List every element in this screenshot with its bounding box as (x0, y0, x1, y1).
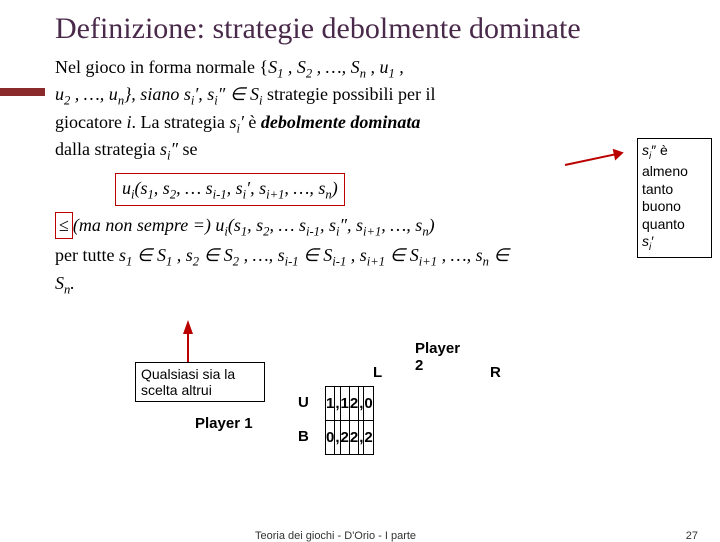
table-row: 0 , 2 2 , 2 (326, 421, 374, 455)
def-l4a: dalla strategia (55, 139, 160, 159)
formula-2-rest: (ma non sempre =) ui(s1, s2, … si-1, si″… (73, 215, 435, 235)
formula-1: ui(s1, s2, … si-1, si′, si+1, …, sn) (115, 173, 345, 207)
row-B: B (298, 428, 309, 445)
qualsiasi-annotation: Qualsiasi sia la scelta altrui (135, 362, 265, 402)
def-l3a: giocatore (55, 112, 126, 132)
def-l4c: se (178, 139, 198, 159)
le-symbol-box: ≤ (55, 212, 73, 238)
player2-label: Player 2 (415, 340, 460, 374)
sb-l2: almeno (642, 163, 688, 179)
sb-si2: si (642, 233, 651, 249)
cell-UR-b: 0 (364, 387, 373, 421)
cell-UL-a: 1 (326, 387, 335, 421)
qb-l2: scelta altrui (141, 382, 212, 398)
table-row: 1 , 1 2 , 0 (326, 387, 374, 421)
cell-UR-a: 2 (349, 387, 358, 421)
side-annotation: si″ è almeno tanto buono quanto si′ (637, 138, 712, 258)
slide-title: Definizione: strategie debolmente domina… (55, 12, 680, 47)
cell-BR-b: 2 (364, 421, 373, 455)
def-l3e: è (244, 112, 261, 132)
accent-bar (0, 88, 45, 96)
qb-l1: Qualsiasi sia la (141, 366, 235, 382)
def-l2b: si′, si″ ∈ Si (184, 84, 263, 104)
arrow-up-icon (183, 320, 193, 334)
payoff-table: 1 , 1 2 , 0 0 , 2 2 , 2 (325, 386, 374, 455)
formula-2: ≤(ma non sempre =) ui(s1, s2, … si-1, si… (55, 212, 680, 241)
def-l4b: si″ (160, 139, 178, 159)
definition-body: Nel gioco in forma normale {S1 , S2 , …,… (55, 55, 680, 299)
cell-BR-a: 2 (349, 421, 358, 455)
col-R: R (490, 364, 501, 381)
page-number: 27 (686, 530, 698, 542)
player1-label: Player 1 (195, 415, 253, 432)
def-l5a: per tutte (55, 245, 119, 265)
def-l1a: Nel gioco in forma normale { (55, 57, 268, 77)
sb-l5: quanto (642, 216, 685, 232)
cell-BL-a: 0 (326, 421, 335, 455)
row-U: U (298, 394, 309, 411)
def-l6: Sn. (55, 273, 75, 293)
footer-text: Teoria dei giochi - D'Orio - I parte (255, 530, 416, 542)
cell-BL-b: 2 (340, 421, 349, 455)
def-l5b: s1 ∈ S1 , s2 ∈ S2 , …, si-1 ∈ Si-1 , si+… (119, 245, 509, 265)
sb-l3: tanto (642, 181, 673, 197)
def-l3d: si′ (229, 112, 243, 132)
def-l2a: u2 , …, un}, siano (55, 84, 184, 104)
def-l3f: debolmente dominata (261, 112, 421, 132)
col-L: L (373, 364, 382, 381)
cell-UL-b: 1 (340, 387, 349, 421)
arrow-up-stem (187, 333, 189, 363)
def-l2c: strategie possibili per il (262, 84, 435, 104)
def-l1b: S1 , S2 , …, Sn , u1 , (268, 57, 404, 77)
def-l3c: . La strategia (131, 112, 229, 132)
sb-l4: buono (642, 198, 681, 214)
sb-si1: si (642, 142, 651, 158)
